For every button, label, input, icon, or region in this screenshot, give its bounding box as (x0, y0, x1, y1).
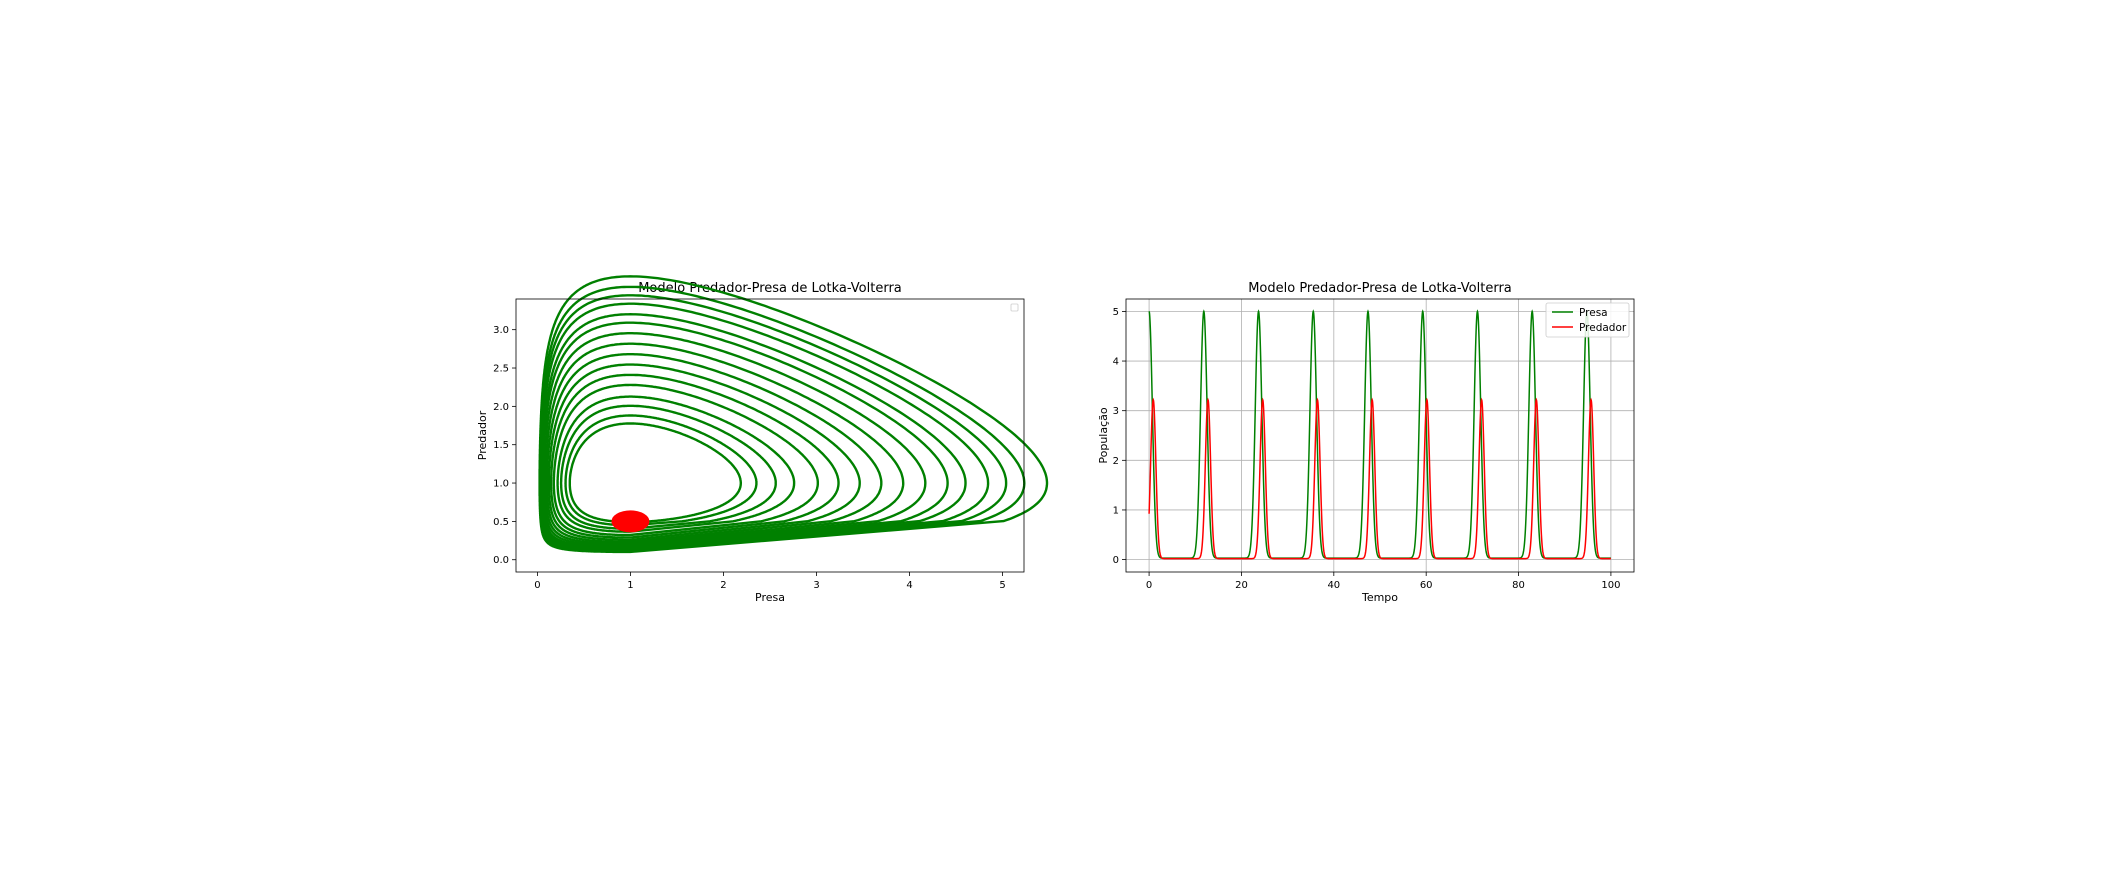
time-legend: Presa Predador (1545, 302, 1630, 338)
time-y-axis-label: População (1097, 407, 1110, 464)
phase-orbit-3 (556, 395, 796, 533)
time-axes-frame (1125, 298, 1635, 573)
phase-orbit-2 (559, 404, 777, 530)
phase-orbit-4 (552, 383, 819, 537)
time-x-axis-label: Tempo (1361, 591, 1398, 604)
phase-orbit-0 (568, 422, 742, 524)
time-y-ticks: 0 1 2 3 4 5 (1113, 307, 1126, 566)
phase-orbit-1 (564, 414, 758, 527)
time-ytick-label: 4 (1113, 357, 1119, 368)
phase-xtick-label: 1 (627, 580, 633, 591)
phase-ytick-label: 0.5 (493, 517, 509, 528)
phase-chart-title: Modelo Predador-Presa de Lotka-Volterra (638, 281, 902, 296)
equilibrium-marker (611, 510, 650, 533)
time-xtick-label: 80 (1512, 580, 1525, 591)
phase-plot-area (538, 275, 1049, 554)
phase-orbit-7 (545, 353, 883, 544)
phase-xtick-label: 4 (906, 580, 912, 591)
time-ytick-label: 1 (1113, 505, 1119, 516)
phase-orbit-6 (547, 363, 861, 542)
time-series-chart: Modelo Predador-Presa de Lotka-Volterra … (1097, 281, 1635, 604)
legend-label-predador: Predador (1579, 322, 1627, 334)
phase-ytick-label: 2.0 (493, 402, 509, 413)
phase-ytick-label: 1.5 (493, 440, 509, 451)
phase-xtick-label: 2 (720, 580, 726, 591)
time-series-line-0 (1148, 309, 1611, 559)
time-xtick-label: 100 (1601, 580, 1620, 591)
time-ytick-label: 2 (1113, 456, 1119, 467)
phase-xtick-label: 5 (999, 580, 1005, 591)
phase-orbit-8 (544, 342, 905, 545)
phase-x-ticks: 0 1 2 3 4 5 (534, 572, 1006, 591)
time-x-ticks: 0 20 40 60 80 100 (1146, 572, 1620, 591)
time-series-line-1 (1148, 397, 1611, 560)
phase-axes-frame (515, 298, 1025, 573)
time-xtick-label: 0 (1146, 580, 1152, 591)
time-plot-area (1148, 309, 1611, 560)
time-xtick-label: 40 (1327, 580, 1340, 591)
time-xtick-label: 60 (1420, 580, 1433, 591)
phase-portrait-chart: Modelo Predador-Presa de Lotka-Volterra … (476, 275, 1049, 604)
time-grid (1126, 299, 1634, 572)
phase-orbit-15 (538, 275, 1049, 554)
phase-x-axis-label: Presa (755, 591, 785, 604)
time-chart-title: Modelo Predador-Presa de Lotka-Volterra (1248, 281, 1512, 296)
phase-xtick-label: 0 (534, 580, 540, 591)
phase-xtick-label: 3 (813, 580, 819, 591)
phase-ytick-label: 3.0 (493, 325, 509, 336)
time-xtick-label: 20 (1235, 580, 1248, 591)
phase-orbit-13 (539, 294, 1008, 552)
time-ytick-label: 3 (1113, 406, 1119, 417)
phase-ytick-label: 0.0 (493, 555, 509, 566)
legend-label-presa: Presa (1579, 307, 1608, 319)
phase-orbit-5 (549, 373, 840, 539)
time-ytick-label: 0 (1113, 555, 1119, 566)
phase-y-axis-label: Predador (476, 410, 489, 460)
phase-ytick-label: 2.5 (493, 364, 509, 375)
time-ytick-label: 5 (1113, 307, 1119, 318)
phase-legend-box (1010, 303, 1019, 312)
phase-ytick-label: 1.0 (493, 479, 509, 490)
phase-y-ticks: 0.0 0.5 1.0 1.5 2.0 2.5 3.0 (493, 325, 516, 566)
